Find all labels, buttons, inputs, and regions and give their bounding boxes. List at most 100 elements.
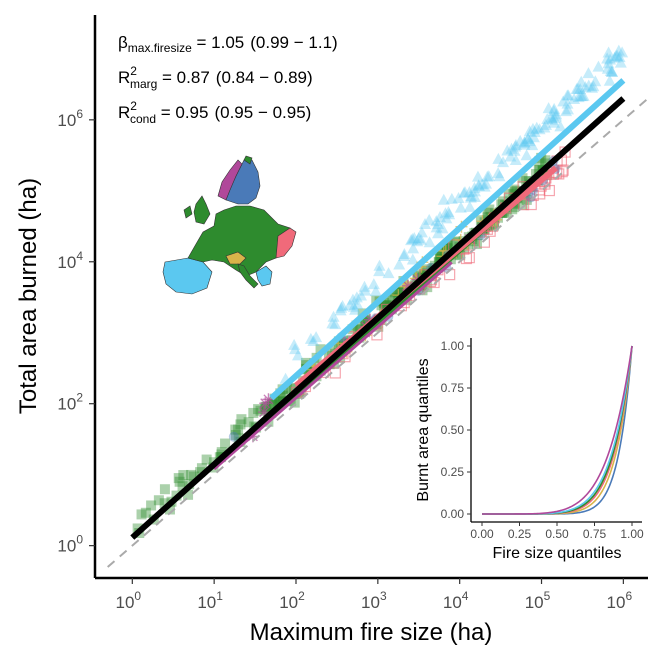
data-point [159, 484, 170, 495]
data-point [523, 135, 536, 147]
data-point [454, 201, 467, 213]
data-point [423, 213, 436, 225]
data-point [452, 191, 465, 203]
data-point [329, 318, 342, 330]
data-point [436, 222, 449, 234]
data-point [288, 338, 301, 350]
data-point [310, 331, 323, 343]
data-point [437, 244, 450, 257]
inset-x-tick-label: 0.00 [470, 527, 494, 541]
data-point [579, 81, 592, 93]
data-point [504, 150, 517, 162]
x-tick-label: 103 [361, 589, 387, 612]
data-point [530, 121, 543, 133]
map-region-ireland [183, 205, 193, 219]
data-point [248, 407, 259, 418]
data-point [463, 200, 476, 212]
data-point [538, 121, 551, 133]
stat-r2-marginal: R2 marg = 0.87 (0.84 − 0.89) [118, 64, 313, 91]
data-point [195, 467, 206, 478]
data-point [589, 75, 602, 87]
data-point [442, 239, 453, 250]
data-point [616, 46, 629, 58]
data-point [546, 113, 559, 125]
x-tick-label: 104 [443, 589, 469, 612]
data-point [394, 287, 405, 298]
data-point [577, 89, 590, 101]
x-tick-label: 106 [607, 589, 633, 612]
data-point [177, 481, 188, 492]
data-point [315, 344, 326, 355]
data-point [514, 134, 527, 146]
data-point [343, 299, 356, 311]
data-point [443, 208, 456, 220]
data-point [482, 207, 493, 218]
map-region-italy [237, 263, 259, 289]
data-point [228, 431, 239, 442]
data-point [468, 181, 481, 193]
map-region-scandinavia-green [243, 155, 253, 165]
data-point [382, 267, 395, 279]
data-point [541, 113, 554, 125]
data-point [358, 280, 371, 292]
y-tick-label: 106 [57, 107, 83, 130]
data-point [575, 75, 588, 87]
data-point [233, 424, 244, 435]
data-point [174, 476, 185, 487]
inset-y-tick-label: 0.25 [441, 465, 465, 479]
fit-line [213, 261, 453, 471]
y-tick-label: 100 [57, 533, 83, 556]
inset-curve-0 [482, 345, 633, 515]
series-1 [279, 44, 629, 384]
data-point [520, 149, 533, 161]
data-point [373, 265, 386, 277]
data-point [468, 190, 481, 202]
data-point [472, 179, 485, 191]
data-point [482, 170, 495, 182]
data-point [437, 193, 450, 205]
data-point [572, 82, 585, 94]
data-point [243, 417, 254, 428]
data-point [574, 90, 587, 102]
fit-line [130, 96, 626, 540]
data-point [613, 51, 626, 63]
data-point [442, 243, 453, 254]
data-point [475, 215, 486, 226]
data-point [468, 185, 481, 197]
data-point [612, 44, 625, 56]
data-point [235, 419, 246, 430]
data-point [347, 324, 358, 335]
data-point [493, 170, 506, 182]
data-point [255, 405, 266, 416]
data-point [605, 65, 618, 77]
data-point [201, 454, 212, 465]
data-point [464, 191, 477, 203]
data-point [507, 204, 518, 215]
inset-y-tick-label: 0.50 [441, 423, 465, 437]
data-point [521, 132, 534, 144]
data-point [393, 258, 406, 270]
inset-y-ticks: 0.00 0.25 0.50 0.75 1.00 [441, 339, 471, 521]
data-point [526, 139, 539, 151]
data-point [505, 142, 518, 154]
data-point [440, 212, 453, 224]
data-point [288, 383, 299, 394]
data-point [604, 64, 617, 76]
data-point [164, 504, 175, 515]
data-point [533, 123, 546, 135]
inset-curve-1 [482, 345, 633, 515]
data-point [518, 136, 531, 148]
data-point [364, 313, 377, 326]
data-point [146, 500, 157, 511]
data-point [436, 247, 447, 258]
data-point [327, 310, 340, 322]
data-point [518, 136, 531, 148]
data-point [542, 102, 555, 114]
inset-x-tick-label: 0.75 [583, 527, 607, 541]
y-axis-title: Total area burned (ha) [15, 178, 42, 414]
data-point [497, 196, 508, 207]
data-point [253, 404, 264, 415]
data-point [548, 111, 561, 123]
data-point [484, 204, 495, 215]
